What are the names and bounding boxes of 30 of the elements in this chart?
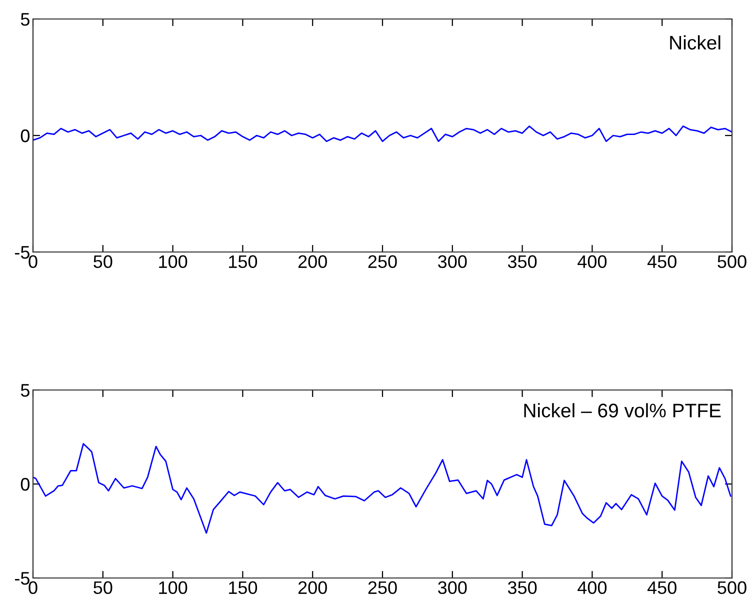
x-tick-label: 400 xyxy=(578,255,607,268)
x-tick-label: 50 xyxy=(94,581,112,594)
x-tick-label: 300 xyxy=(438,255,467,268)
x-tick-label: 250 xyxy=(368,255,397,268)
y-tick-label: -5 xyxy=(14,246,30,259)
x-tick-label: 500 xyxy=(718,581,746,594)
y-tick-label: 0 xyxy=(20,478,30,491)
y-tick-label: 5 xyxy=(20,384,30,397)
x-tick-label: 150 xyxy=(229,255,258,268)
x-tick-label: 300 xyxy=(438,581,467,594)
annotation: Nickel xyxy=(670,35,720,50)
line-series xyxy=(33,125,732,142)
x-tick-label: 50 xyxy=(94,255,112,268)
x-tick-label: 500 xyxy=(718,255,746,268)
y-tick-label: -5 xyxy=(14,572,30,585)
y-tick-label: 0 xyxy=(20,129,30,142)
y-tick-label: 5 xyxy=(20,13,30,26)
x-tick-label: 200 xyxy=(298,581,327,594)
x-tick-label: 100 xyxy=(159,581,188,594)
x-tick-label: 100 xyxy=(159,255,188,268)
x-tick-label: 400 xyxy=(578,581,607,594)
x-tick-label: 350 xyxy=(508,581,537,594)
x-tick-label: 250 xyxy=(368,581,397,594)
x-tick-label: 200 xyxy=(298,255,327,268)
x-tick-label: 450 xyxy=(647,255,676,268)
x-tick-label: 450 xyxy=(647,581,676,594)
x-tick-label: 150 xyxy=(229,581,258,594)
line-series xyxy=(33,443,732,534)
annotation: Nickel – 69 vol% PTFE xyxy=(524,403,721,418)
x-tick-label: 350 xyxy=(508,255,537,268)
